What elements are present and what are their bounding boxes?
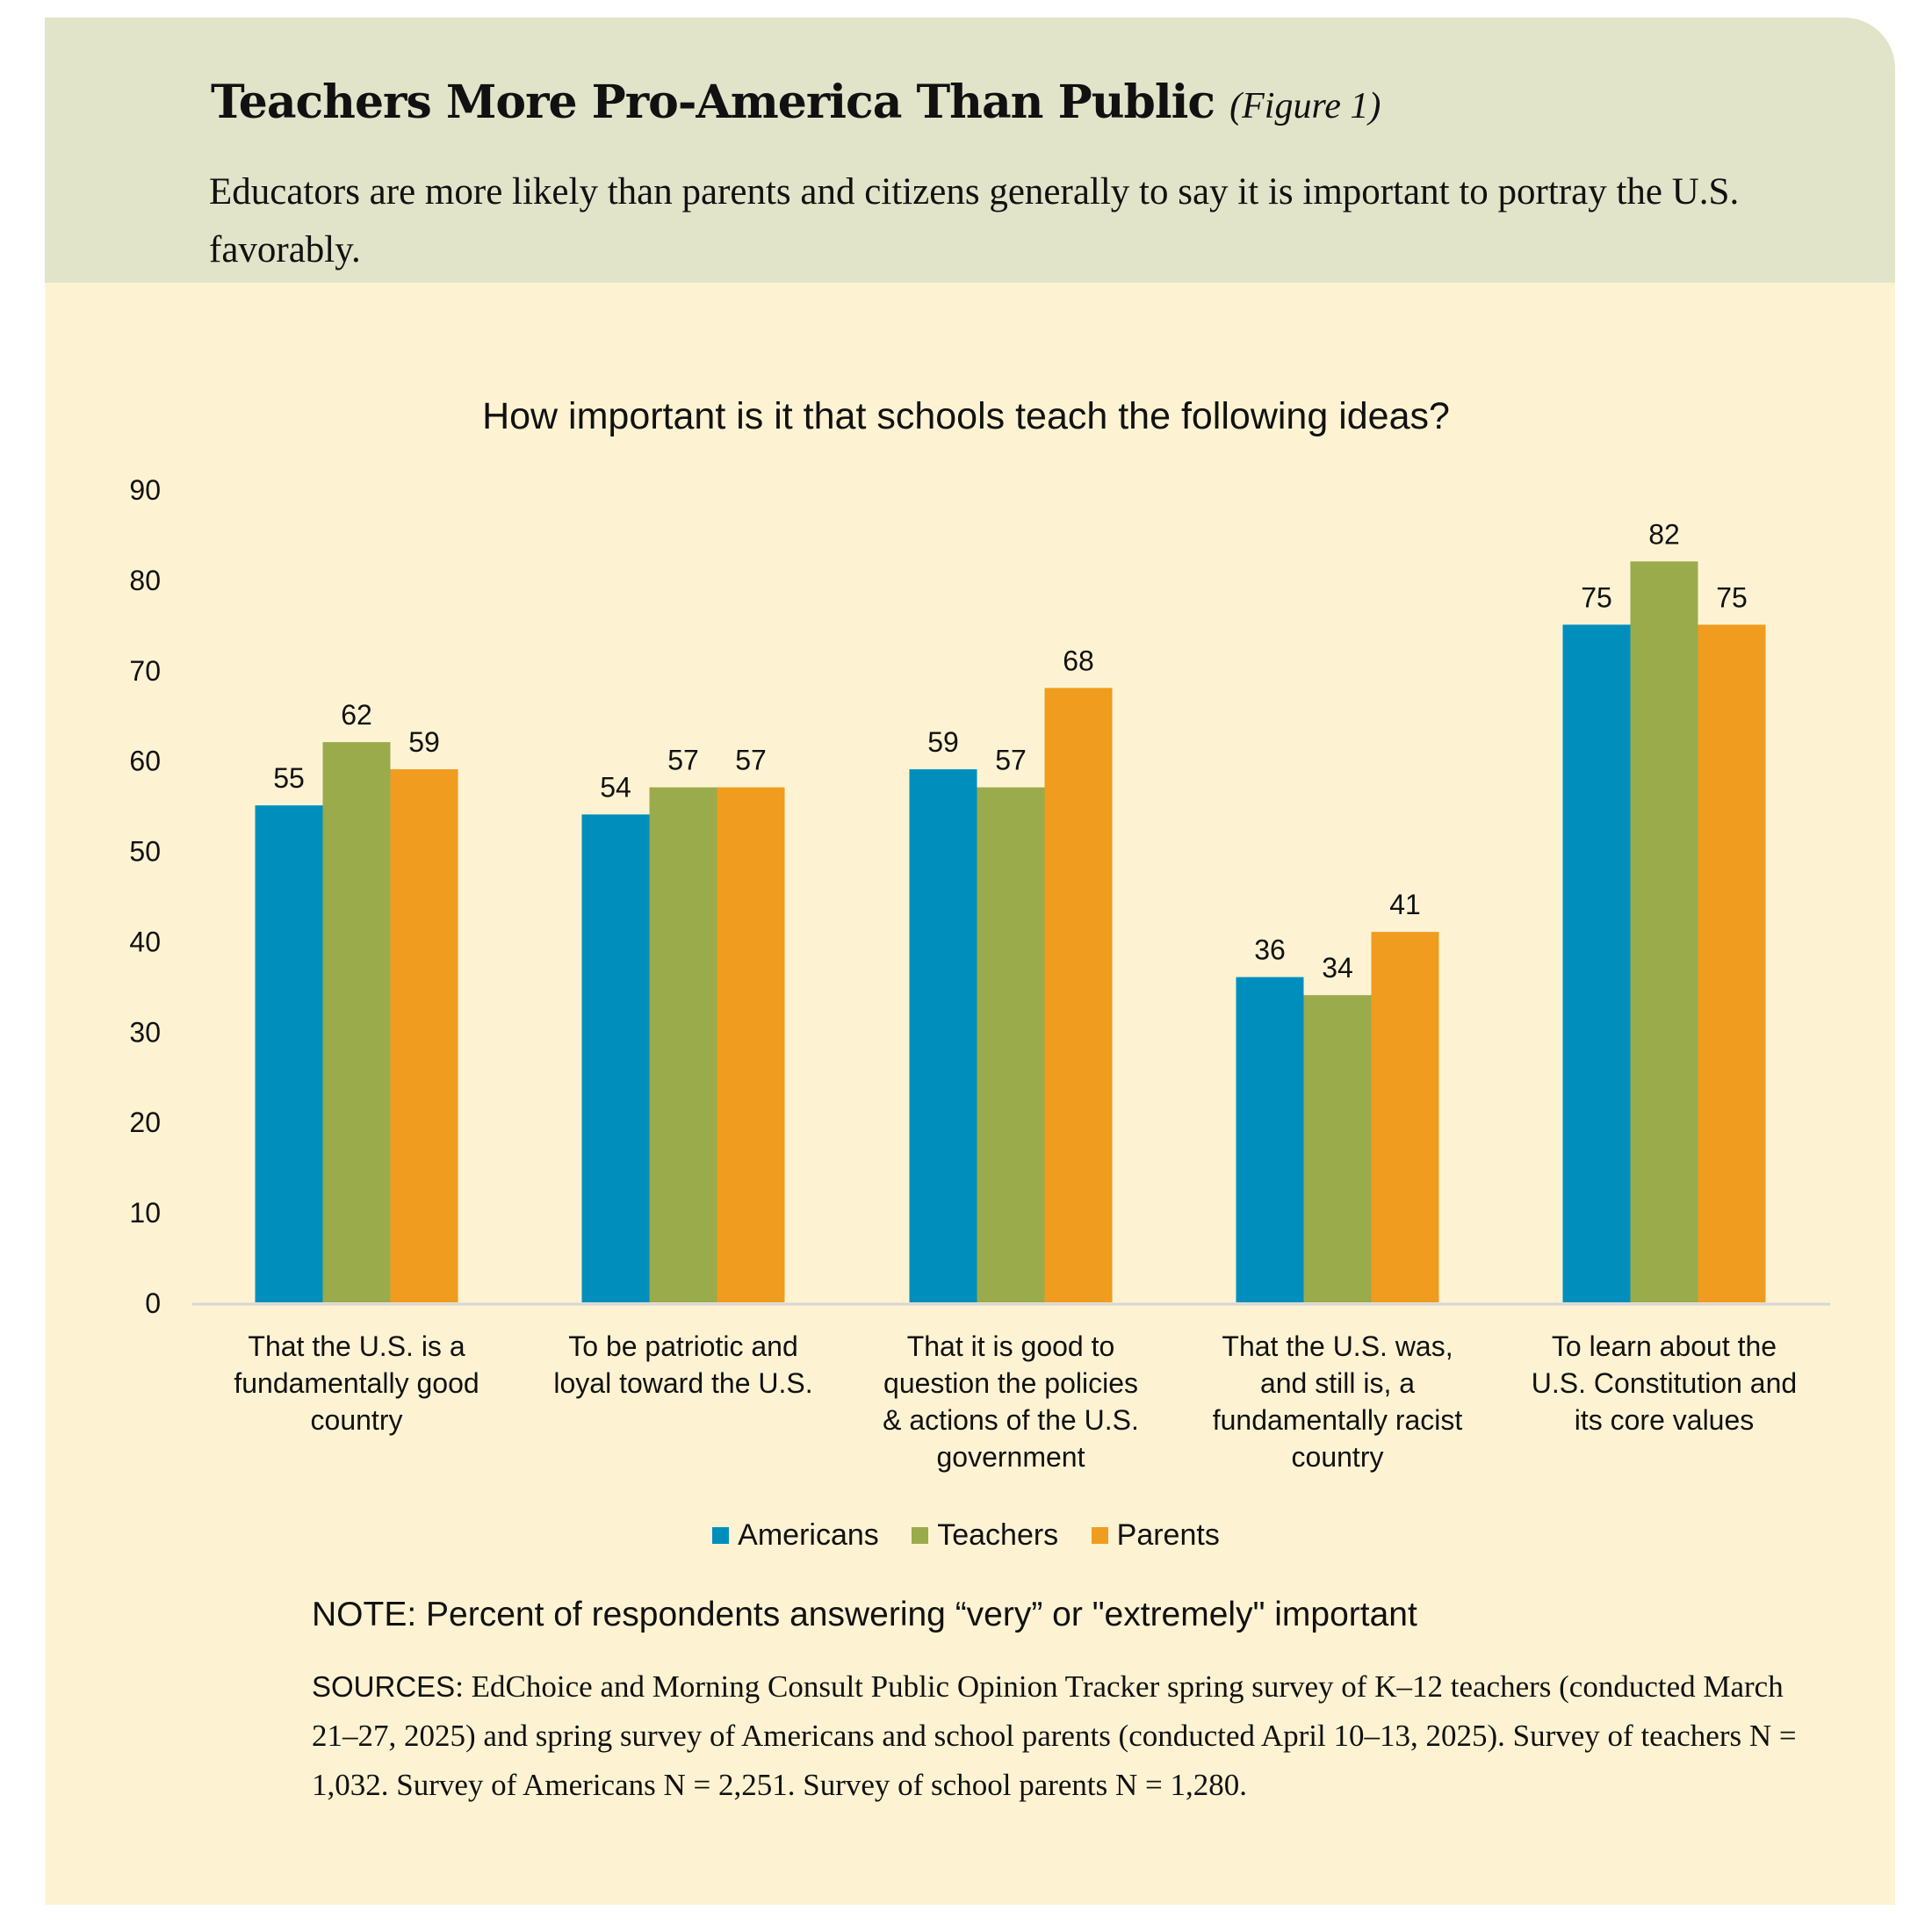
legend-swatch <box>1091 1527 1108 1544</box>
legend-item-americans: Americans <box>712 1518 879 1553</box>
bar-teachers <box>977 787 1045 1302</box>
bar-teachers <box>649 787 717 1302</box>
chart-title: How important is it that schools teach t… <box>482 395 1450 437</box>
title-text: Teachers More Pro-America Than Public <box>211 76 1215 129</box>
data-label: 59 <box>927 726 959 758</box>
sources-text: : EdChoice and Morning Consult Public Op… <box>312 1669 1797 1802</box>
bar-teachers <box>1303 995 1372 1302</box>
data-label: 41 <box>1389 889 1421 920</box>
category-label-line: government <box>936 1441 1085 1473</box>
data-label: 55 <box>273 762 305 794</box>
x-category-label: That the U.S. is a fundamentally good coun… <box>193 1328 520 1438</box>
category-label-line: To be patriotic and <box>568 1330 798 1362</box>
data-label: 54 <box>600 771 631 803</box>
x-category-label: To be patriotic and loyal toward the U.S. <box>520 1328 847 1402</box>
y-tick-label: 60 <box>129 746 161 777</box>
bar-americans <box>1236 977 1304 1302</box>
sources-label: SOURCES <box>312 1670 456 1703</box>
category-label-line: U.S. Constitution and <box>1531 1367 1798 1399</box>
bar-parents <box>1044 688 1113 1302</box>
category-label-line: & actions of the U.S. <box>883 1404 1139 1436</box>
category-label-line: its core values <box>1574 1404 1755 1436</box>
category-label-line: That the U.S. is a <box>248 1330 465 1362</box>
y-tick-label: 90 <box>129 474 161 506</box>
bar-parents <box>717 787 785 1302</box>
legend-label: Teachers <box>937 1518 1059 1552</box>
data-label: 59 <box>408 726 440 758</box>
y-tick-label: 10 <box>129 1197 161 1229</box>
legend-item-teachers: Teachers <box>912 1518 1058 1553</box>
bar-parents <box>1371 932 1439 1302</box>
bar-americans <box>581 814 650 1302</box>
legend-label: Parents <box>1116 1518 1220 1552</box>
y-tick-label: 80 <box>129 565 161 596</box>
bar-americans <box>1562 624 1631 1302</box>
legend-swatch <box>712 1527 730 1544</box>
data-label: 57 <box>735 745 767 776</box>
y-tick-label: 70 <box>129 655 161 687</box>
category-label-line: and still is, a <box>1259 1367 1416 1399</box>
data-label: 57 <box>667 745 699 776</box>
data-label: 75 <box>1581 581 1612 613</box>
bar-teachers <box>322 742 391 1302</box>
x-category-label: That it is good to question the policies &… <box>847 1328 1174 1475</box>
category-label-line: country <box>1291 1441 1384 1473</box>
bar-americans <box>255 805 323 1302</box>
header-panel <box>45 18 1895 283</box>
data-label: 36 <box>1254 934 1286 966</box>
note: NOTE: Percent of respondents answering “… <box>312 1596 1417 1633</box>
bar-teachers <box>1630 561 1698 1302</box>
x-category-label: To learn about the U.S. Constitution and i… <box>1501 1328 1827 1438</box>
data-label: 62 <box>341 699 372 731</box>
sources: SOURCES: EdChoice and Morning Consult Pu… <box>312 1662 1822 1810</box>
category-label-line: fundamentally good <box>234 1367 479 1399</box>
y-tick-label: 40 <box>129 926 161 957</box>
category-label-line: That it is good to <box>906 1330 1115 1362</box>
figure-label: (Figure 1) <box>1229 86 1381 126</box>
legend-swatch <box>912 1527 929 1544</box>
x-category-label: That the U.S. was, and still is, a fundame… <box>1174 1328 1501 1475</box>
y-tick-label: 0 <box>145 1287 161 1319</box>
data-label: 68 <box>1063 645 1094 676</box>
y-tick-label: 20 <box>129 1107 161 1138</box>
data-label: 34 <box>1322 952 1353 984</box>
bar-americans <box>909 768 977 1302</box>
category-label-line: That the U.S. was, <box>1222 1330 1453 1362</box>
legend: Americans Teachers Parents <box>0 1517 1932 1553</box>
category-label-line: fundamentally racist <box>1212 1404 1463 1436</box>
bar-parents <box>1698 624 1766 1302</box>
bar-parents <box>390 768 458 1302</box>
data-label: 82 <box>1648 518 1680 550</box>
y-tick-label: 50 <box>129 836 161 868</box>
data-label: 75 <box>1716 581 1748 613</box>
figure-subtitle: Educators are more likely than parents a… <box>209 171 1740 270</box>
legend-label: Americans <box>738 1518 879 1552</box>
category-label-line: To learn about the <box>1551 1330 1777 1362</box>
category-label-line: question the policies <box>883 1367 1138 1399</box>
legend-item-parents: Parents <box>1091 1518 1220 1553</box>
category-label-line: country <box>310 1404 403 1436</box>
y-tick-label: 30 <box>129 1016 161 1048</box>
category-label-line: loyal toward the U.S. <box>553 1367 813 1399</box>
figure-title: Teachers More Pro-America Than Public (F… <box>211 76 1381 129</box>
data-label: 57 <box>995 745 1027 776</box>
